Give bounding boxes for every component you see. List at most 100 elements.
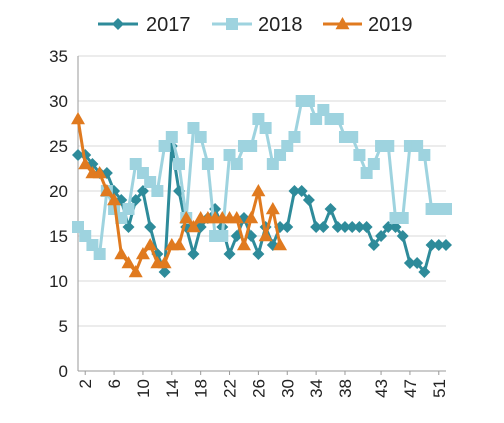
data-point-2017-38 [338, 221, 351, 233]
y-tick-label-20: 20 [49, 182, 68, 201]
data-point-2018-8 [122, 203, 135, 215]
data-point-2017-52 [440, 239, 452, 251]
data-point-2019-16 [179, 211, 194, 224]
x-axis-tick-labels: 2 6 10 14 18 22 26 30 34 38 43 47 51 [76, 379, 449, 398]
data-point-2019-4 [92, 166, 107, 179]
data-point-2019-7 [114, 247, 129, 260]
legend-label-2018: 2018 [258, 14, 303, 36]
data-point-2017-1 [72, 149, 84, 161]
data-point-2019-15 [172, 238, 187, 251]
y-tick-label-15: 15 [49, 227, 68, 246]
y-axis-tick-labels: 0 5 10 15 20 25 30 35 [49, 47, 68, 381]
data-point-2018-31 [288, 131, 301, 143]
data-point-2018-46 [396, 212, 409, 224]
legend: 2017 2018 2019 [98, 14, 413, 36]
data-point-2017-40 [353, 221, 366, 233]
data-point-2019-26 [251, 184, 266, 197]
data-point-2017-11 [144, 221, 157, 233]
legend-item-2019: 2019 [323, 14, 413, 36]
data-point-2018-21 [216, 230, 229, 242]
y-tick-label-10: 10 [49, 272, 68, 291]
data-point-2017-49 [418, 266, 431, 278]
legend-marker-2018 [226, 18, 238, 30]
data-point-2019-8 [121, 256, 136, 269]
data-point-2019-2 [78, 157, 93, 170]
data-point-2017-33 [302, 194, 315, 206]
data-point-2017-39 [346, 221, 359, 233]
data-point-2018-19 [201, 158, 214, 170]
data-point-2019-1 [71, 112, 85, 125]
y-tick-label-30: 30 [49, 92, 68, 111]
data-point-2017-30 [281, 221, 294, 233]
x-tick-label-43: 43 [372, 379, 391, 398]
y-tick-label-35: 35 [49, 47, 68, 66]
data-point-2017-48 [411, 257, 424, 269]
x-tick-label-26: 26 [249, 379, 268, 398]
data-point-2019-17 [186, 220, 201, 233]
data-point-2018-23 [230, 158, 243, 170]
series-layer [71, 95, 452, 278]
x-tick-label-22: 22 [221, 379, 240, 398]
data-point-2018-42 [367, 158, 380, 170]
y-tick-label-5: 5 [59, 317, 68, 336]
x-tick-label-51: 51 [430, 379, 449, 398]
data-point-2019-28 [265, 202, 280, 215]
data-point-2017-36 [324, 203, 337, 215]
data-point-2019-6 [107, 193, 122, 206]
series-2017 [72, 140, 452, 278]
data-point-2019-29 [273, 238, 288, 251]
data-point-2018-25 [245, 140, 258, 152]
data-point-2019-13 [157, 256, 172, 269]
data-point-2017-41 [360, 221, 373, 233]
data-point-2019-23 [229, 211, 244, 224]
data-point-2017-42 [367, 239, 380, 251]
x-tick-label-10: 10 [134, 379, 153, 398]
axes [77, 56, 446, 375]
x-tick-label-38: 38 [336, 379, 355, 398]
data-point-2018-52 [440, 203, 452, 215]
data-point-2017-37 [331, 221, 344, 233]
y-tick-label-25: 25 [49, 137, 68, 156]
data-point-2017-13 [158, 266, 171, 278]
data-point-2019-27 [258, 229, 273, 242]
data-point-2017-22 [223, 248, 236, 260]
data-point-2018-14 [165, 131, 178, 143]
y-tick-label-0: 0 [59, 362, 68, 381]
data-point-2019-24 [236, 238, 251, 251]
data-point-2017-35 [317, 221, 330, 233]
x-tick-label-6: 6 [105, 379, 124, 388]
data-point-2017-51 [432, 239, 445, 251]
data-point-2017-43 [375, 230, 388, 242]
data-point-2017-26 [252, 248, 265, 260]
x-tick-label-30: 30 [278, 379, 297, 398]
data-point-2018-12 [151, 185, 164, 197]
data-point-2017-31 [288, 185, 301, 197]
data-point-2019-5 [99, 184, 114, 197]
legend-marker-2017 [112, 18, 124, 30]
data-point-2017-50 [425, 239, 438, 251]
data-point-2017-8 [122, 221, 135, 233]
data-point-2018-40 [353, 149, 366, 161]
data-point-2019-25 [244, 211, 259, 224]
data-point-2017-34 [310, 221, 323, 233]
x-tick-label-47: 47 [401, 379, 420, 398]
data-point-2018-33 [302, 95, 315, 107]
legend-marker-2019 [335, 17, 350, 30]
data-point-2019-9 [128, 265, 143, 278]
legend-item-2017: 2017 [98, 14, 191, 36]
data-point-2018-37 [331, 113, 344, 125]
x-tick-label-34: 34 [307, 379, 326, 398]
data-point-2018-4 [93, 248, 106, 260]
data-point-2017-47 [403, 257, 416, 269]
data-point-2017-46 [396, 230, 409, 242]
data-point-2018-49 [418, 149, 431, 161]
data-point-2017-17 [187, 248, 200, 260]
series-2019 [71, 112, 288, 278]
data-point-2018-39 [346, 131, 359, 143]
data-point-2018-18 [194, 131, 207, 143]
legend-label-2017: 2017 [146, 14, 191, 36]
data-point-2019-10 [135, 247, 150, 260]
x-tick-label-18: 18 [192, 379, 211, 398]
